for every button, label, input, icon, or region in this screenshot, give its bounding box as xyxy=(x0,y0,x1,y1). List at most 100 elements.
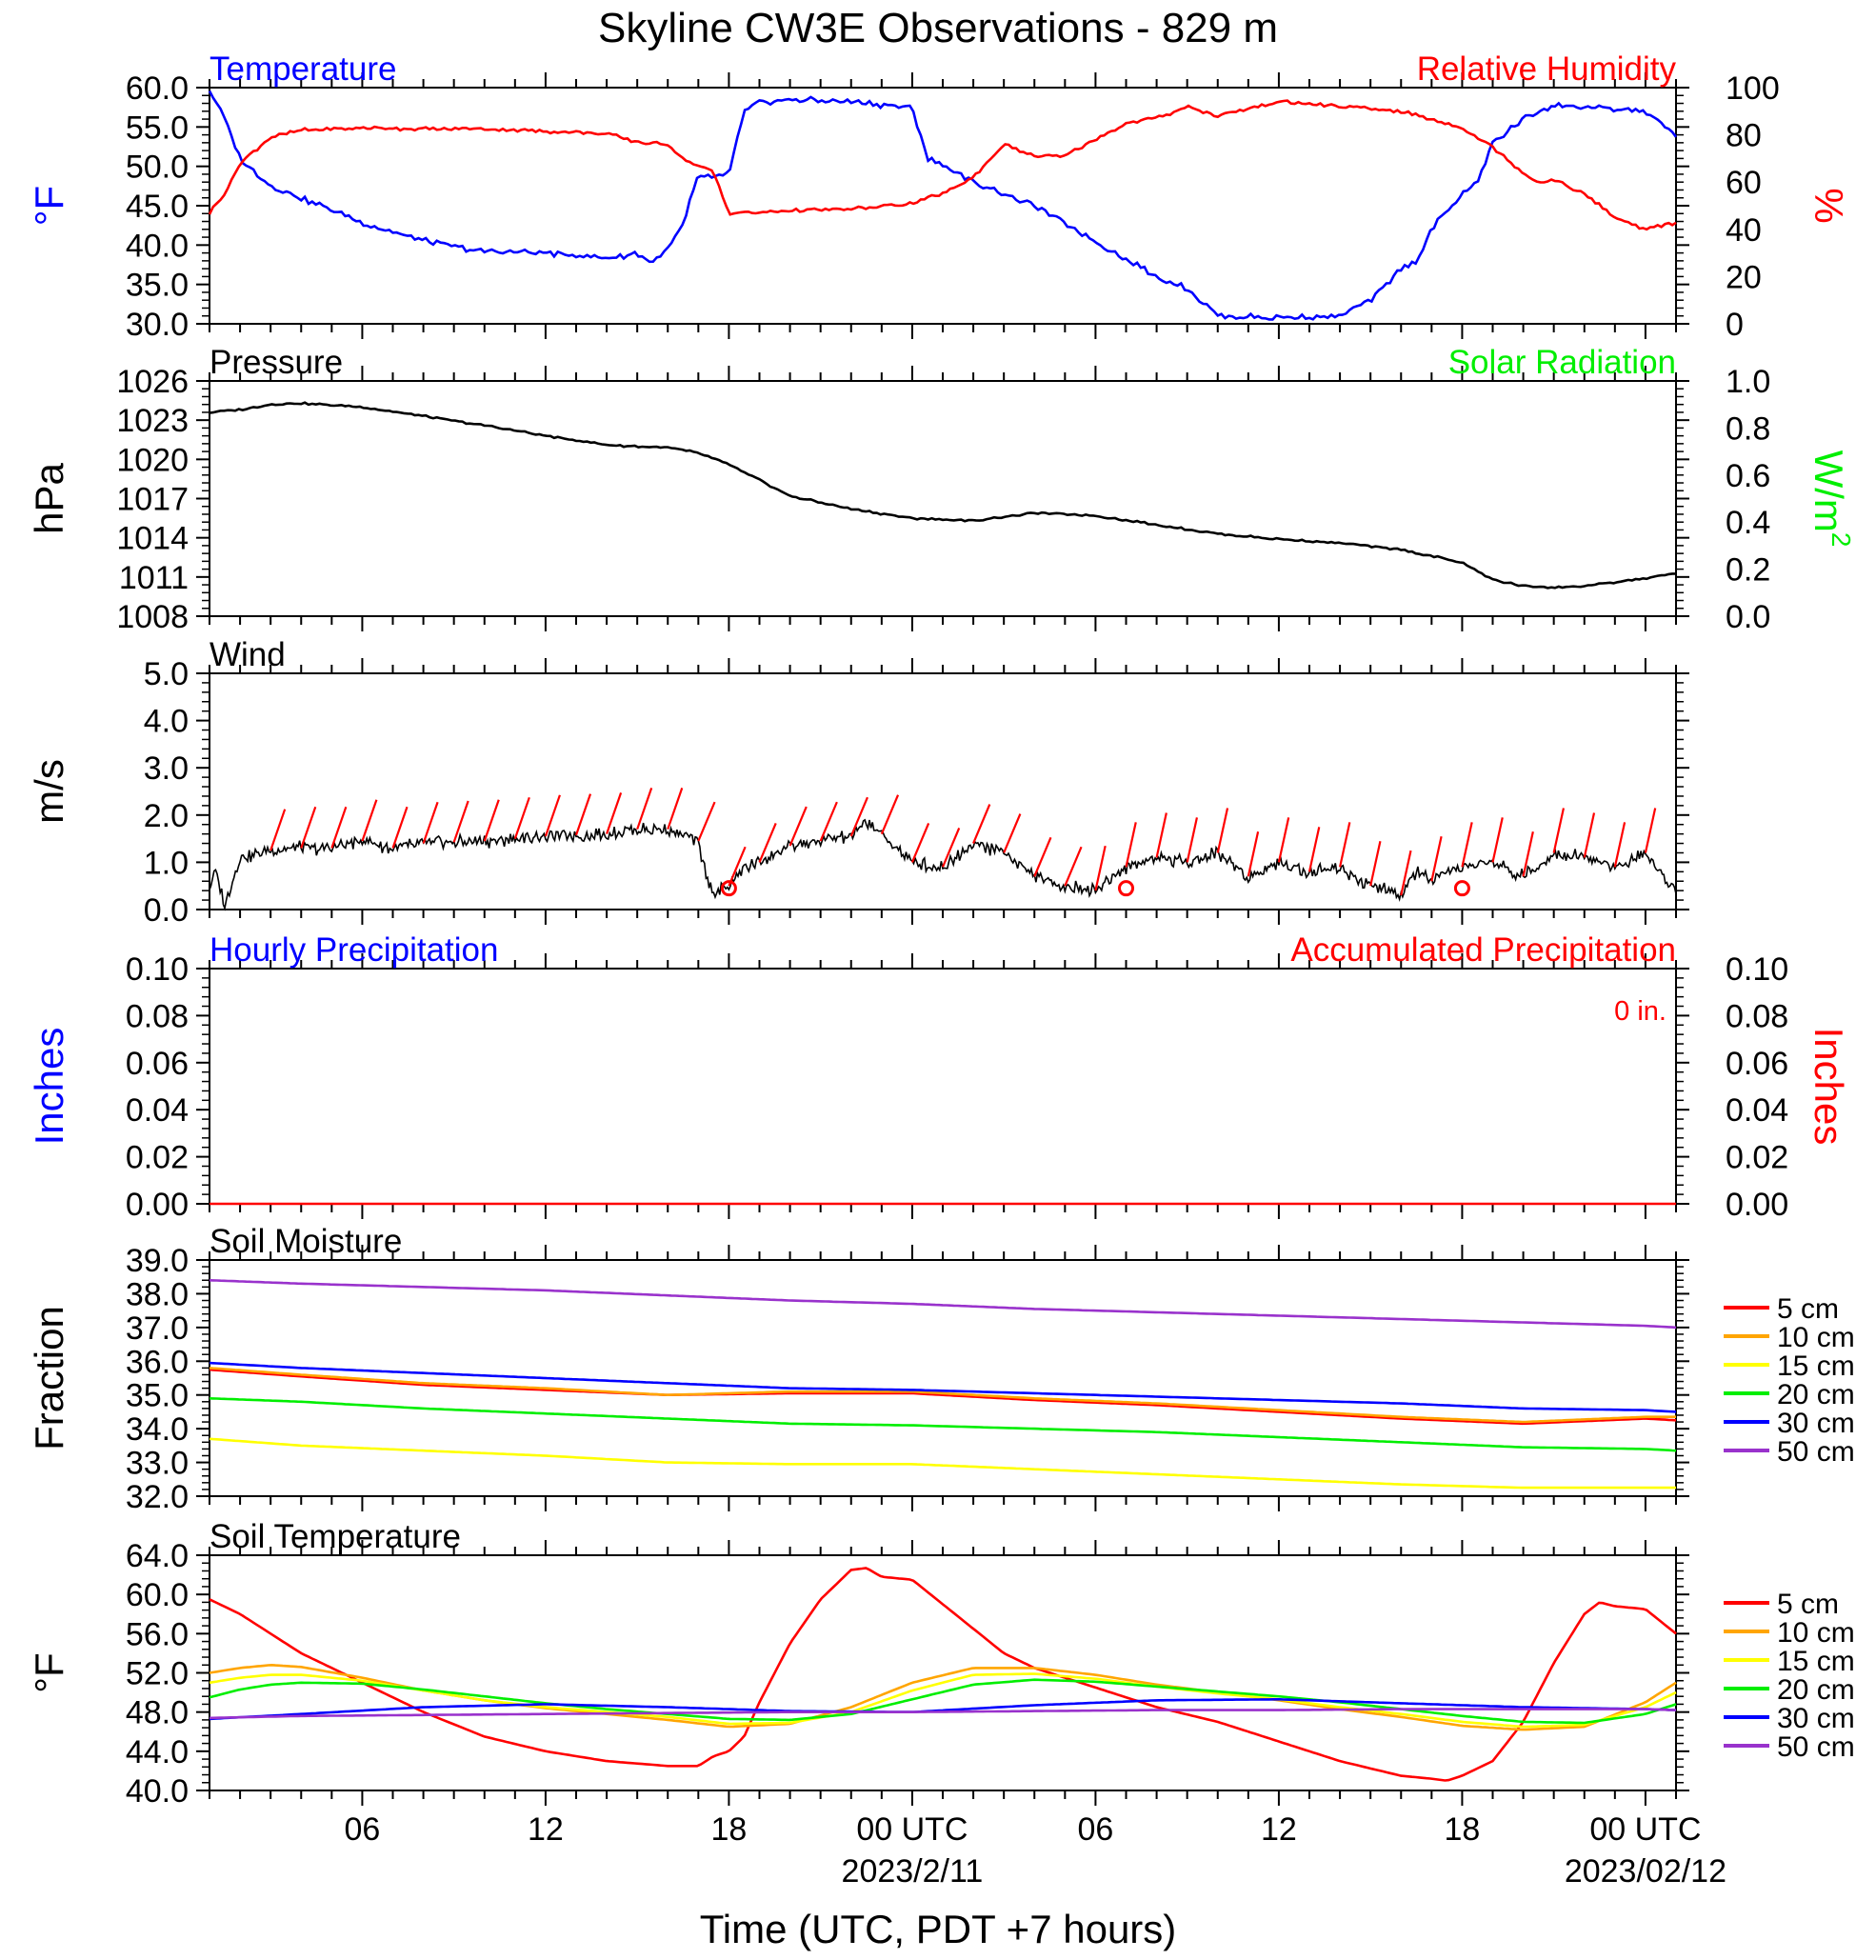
y-tick-label-left: 44.0 xyxy=(126,1734,189,1770)
wind-barb xyxy=(483,799,500,842)
wind-barb xyxy=(1522,831,1534,877)
x-tick-label: 12 xyxy=(1261,1811,1297,1848)
panel-title-left: Soil Moisture xyxy=(210,1223,402,1260)
y-axis-label-left: °F xyxy=(27,186,71,226)
wind-barb xyxy=(1125,822,1137,868)
wind-barb xyxy=(941,827,961,868)
wind-barb xyxy=(300,806,317,849)
y-tick-label-left: 0.02 xyxy=(126,1140,189,1176)
wind-barb xyxy=(1400,850,1412,896)
y-tick-label-left: 1011 xyxy=(119,560,189,596)
series-line xyxy=(209,1361,1677,1413)
y-tick-label-left: 55.0 xyxy=(126,110,189,146)
wind-barb xyxy=(1155,812,1168,858)
panel-frame xyxy=(209,87,1677,325)
wind-barb xyxy=(636,788,653,830)
y-tick-label-left: 0.0 xyxy=(144,892,189,929)
y-axis-label-right: % xyxy=(1806,188,1851,223)
legend-label: 15 cm xyxy=(1777,1646,1855,1677)
y-tick-label-right: 0.10 xyxy=(1726,951,1788,988)
series-line xyxy=(209,1279,1677,1330)
panel-title-right: Solar Radiation xyxy=(1448,344,1676,381)
y-tick-label-left: 1008 xyxy=(116,599,189,635)
series-line xyxy=(209,1672,1677,1729)
panel-frame xyxy=(209,672,1677,910)
y-tick-label-left: 52.0 xyxy=(126,1656,189,1692)
wind-barb xyxy=(361,799,378,842)
y-tick-label-left: 40.0 xyxy=(126,1773,189,1810)
wind-barb xyxy=(330,806,348,849)
wind-barb xyxy=(1277,817,1290,863)
y-tick-label-left: 4.0 xyxy=(144,704,189,740)
wind-barb xyxy=(269,809,287,851)
x-tick-label: 00 UTC xyxy=(1589,1811,1701,1848)
y-tick-label-right: 0.08 xyxy=(1726,998,1788,1034)
y-tick-label-right: 0.2 xyxy=(1726,552,1770,589)
wind-barb xyxy=(1307,827,1321,872)
wind-barb xyxy=(1369,840,1382,887)
y-tick-label-left: 2.0 xyxy=(144,798,189,834)
y-tick-label-left: 35.0 xyxy=(126,268,189,304)
y-axis-label-left: Fraction xyxy=(27,1306,71,1450)
y-axis-label-left: Inches xyxy=(27,1028,71,1146)
panel-title-left: Soil Temperature xyxy=(210,1518,461,1555)
y-tick-label-left: 50.0 xyxy=(126,150,189,186)
y-tick-label-left: 60.0 xyxy=(126,70,189,107)
wind-barb xyxy=(972,804,991,844)
y-tick-label-left: 32.0 xyxy=(126,1479,189,1515)
y-tick-label-left: 60.0 xyxy=(126,1577,189,1613)
y-tick-label-left: 34.0 xyxy=(126,1411,189,1448)
wind-barb xyxy=(452,800,469,843)
wind-barb xyxy=(697,801,716,842)
wind-barb xyxy=(1247,831,1260,877)
wind-barb xyxy=(1003,813,1022,853)
legend-label: 5 cm xyxy=(1777,1293,1839,1325)
wind-barb xyxy=(1491,817,1504,863)
precip-annotation: 0 in. xyxy=(1614,996,1666,1027)
wind-barb xyxy=(1339,822,1351,868)
series-line xyxy=(209,401,1676,590)
y-tick-label-left: 39.0 xyxy=(126,1243,189,1279)
x-tick-label: 06 xyxy=(345,1811,381,1848)
y-tick-label-right: 0 xyxy=(1726,307,1744,343)
legend-label: 5 cm xyxy=(1777,1589,1839,1620)
wind-barb xyxy=(1461,822,1473,868)
y-tick-label-left: 5.0 xyxy=(144,656,189,692)
wind-barb xyxy=(788,806,808,847)
panel-temp_rh: Temperature Relative Humidity 30.035.0 40.0… xyxy=(27,50,1851,343)
y-tick-label-right: 0.00 xyxy=(1726,1187,1788,1223)
panel-title-left: Wind xyxy=(210,636,286,673)
wind-barb xyxy=(1216,808,1229,853)
legend-label: 10 cm xyxy=(1777,1322,1855,1353)
series-line xyxy=(209,1567,1677,1782)
wind-barb xyxy=(1064,846,1083,887)
panel-title-left: Pressure xyxy=(210,344,343,381)
y-tick-label-left: 56.0 xyxy=(126,1616,189,1652)
panel-frame xyxy=(209,1259,1677,1497)
y-tick-label-right: 1.0 xyxy=(1726,364,1770,400)
y-tick-label-right: 0.06 xyxy=(1726,1046,1788,1082)
y-tick-label-right: 20 xyxy=(1726,259,1762,295)
wind-barb xyxy=(544,794,561,837)
calm-marker xyxy=(720,880,737,897)
legend-label: 20 cm xyxy=(1777,1674,1855,1706)
wind-barb xyxy=(910,823,930,863)
wind-barb xyxy=(1552,808,1566,853)
y-axis-label-right-superscript: 2 xyxy=(1826,532,1856,548)
wind-barb xyxy=(1033,836,1052,877)
x-tick-label: 18 xyxy=(1445,1811,1481,1848)
panel-title-left: Temperature xyxy=(210,50,396,88)
wind-barb xyxy=(1583,812,1596,858)
wind-barb xyxy=(1186,817,1199,863)
wind-barb xyxy=(391,806,409,849)
x-tick-label: 12 xyxy=(528,1811,564,1848)
y-axis-label-right: W/m2 xyxy=(1806,450,1856,548)
y-tick-label-left: 0.08 xyxy=(126,998,189,1034)
y-axis-label-left: m/s xyxy=(27,759,71,824)
y-axis-label-left: °F xyxy=(27,1652,71,1692)
panel-frame xyxy=(209,968,1677,1205)
panel-soil_moisture: Soil Moisture 32.033.034.035.036.037.038.… xyxy=(27,1223,1855,1515)
x-axis-label: Time (UTC, PDT +7 hours) xyxy=(700,1907,1177,1951)
